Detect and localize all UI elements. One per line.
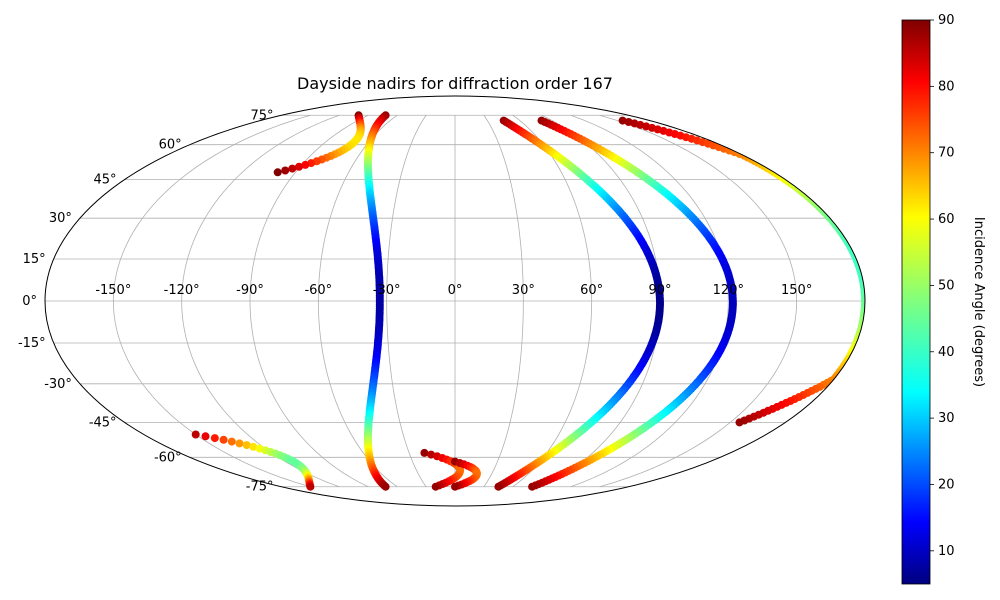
data-point (420, 448, 429, 457)
data-point (427, 450, 436, 459)
data-point (235, 439, 244, 448)
map-outline (44, 95, 866, 507)
longitude-tick-label: 150° (781, 283, 812, 298)
latitude-tick-label: -75° (246, 480, 274, 495)
colorbar: 10 20 30 40 50 60 70 80 90 Incidence Angle (degr… (901, 13, 986, 585)
longitude-tick-label: -120° (164, 283, 200, 298)
data-point (242, 441, 251, 450)
graticule (45, 114, 865, 488)
colorbar-tick-label: 40 (938, 345, 955, 360)
longitude-tick-label: -150° (95, 283, 131, 298)
latitude-tick-label: -30° (44, 377, 72, 392)
colorbar-tick-label: 60 (938, 212, 955, 227)
latitude-tick-label: -60° (154, 450, 182, 465)
data-point (431, 482, 440, 491)
latitude-tick-label: 60° (159, 138, 182, 153)
meridian-line (317, 114, 398, 488)
colorbar-label: Incidence Angle (degrees) (971, 217, 986, 387)
latitude-tick-label: 0° (22, 294, 37, 309)
data-point (618, 116, 627, 125)
longitude-tick-label: -60° (304, 283, 332, 298)
longitude-tick-label: 30° (512, 283, 535, 298)
data-point (191, 430, 200, 439)
colorbar-tick-label: 10 (938, 544, 955, 559)
latitude-tick-label: 75° (250, 108, 273, 123)
latitude-tick-label: 15° (23, 252, 46, 267)
latitude-tick-label: 45° (94, 173, 117, 188)
data-point (219, 435, 228, 444)
longitude-tick-label: 60° (580, 283, 603, 298)
longitude-tick-label: 120° (713, 283, 744, 298)
data-point (528, 482, 537, 491)
latitude-tick-label: -45° (89, 415, 117, 430)
meridian-line (483, 115, 524, 487)
data-point (301, 160, 310, 169)
meridian-line (386, 115, 427, 487)
data-point (210, 434, 219, 443)
data-point (494, 482, 503, 491)
data-point (288, 164, 297, 173)
data-point (273, 168, 282, 177)
meridian-line (512, 114, 593, 488)
latitude-tick-label: -15° (18, 336, 46, 351)
meridian-line (599, 114, 798, 488)
data-point (201, 432, 210, 441)
colorbar-gradient (901, 19, 931, 585)
data-point (306, 482, 315, 491)
longitude-tick-label: -30° (373, 283, 401, 298)
data-point (295, 162, 303, 171)
longitude-tick-label: 90° (648, 283, 671, 298)
colorbar-tick-label: 70 (938, 146, 955, 161)
colorbar-tick-label: 30 (938, 411, 955, 426)
colorbar-tick-label: 90 (938, 13, 955, 28)
data-point (735, 418, 744, 427)
longitude-labels: -150° -120° -90° -60° -30° 0° 30° 60° 90° 120° 150… (95, 283, 812, 298)
colorbar-ticks: 10 20 30 40 50 60 70 80 90 (930, 13, 955, 559)
data-point (249, 442, 258, 451)
data-point (281, 166, 290, 175)
data-point (227, 437, 236, 446)
colorbar-tick-label: 20 (938, 477, 955, 492)
latitude-labels: 75° 60° 45° 30° 15° 0° -15° -30° -45° -60° -75° (18, 108, 274, 494)
longitude-tick-label: 0° (448, 283, 463, 298)
colorbar-tick-label: 80 (938, 79, 955, 94)
meridian-line (570, 114, 729, 488)
latitude-tick-label: 30° (49, 211, 72, 226)
longitude-tick-label: -90° (236, 283, 264, 298)
meridian-line (181, 114, 340, 488)
chart-title: Dayside nadirs for diffraction order 167 (297, 74, 613, 93)
data-point (451, 482, 459, 491)
data-point (381, 482, 390, 491)
colorbar-tick-label: 50 (938, 278, 955, 293)
